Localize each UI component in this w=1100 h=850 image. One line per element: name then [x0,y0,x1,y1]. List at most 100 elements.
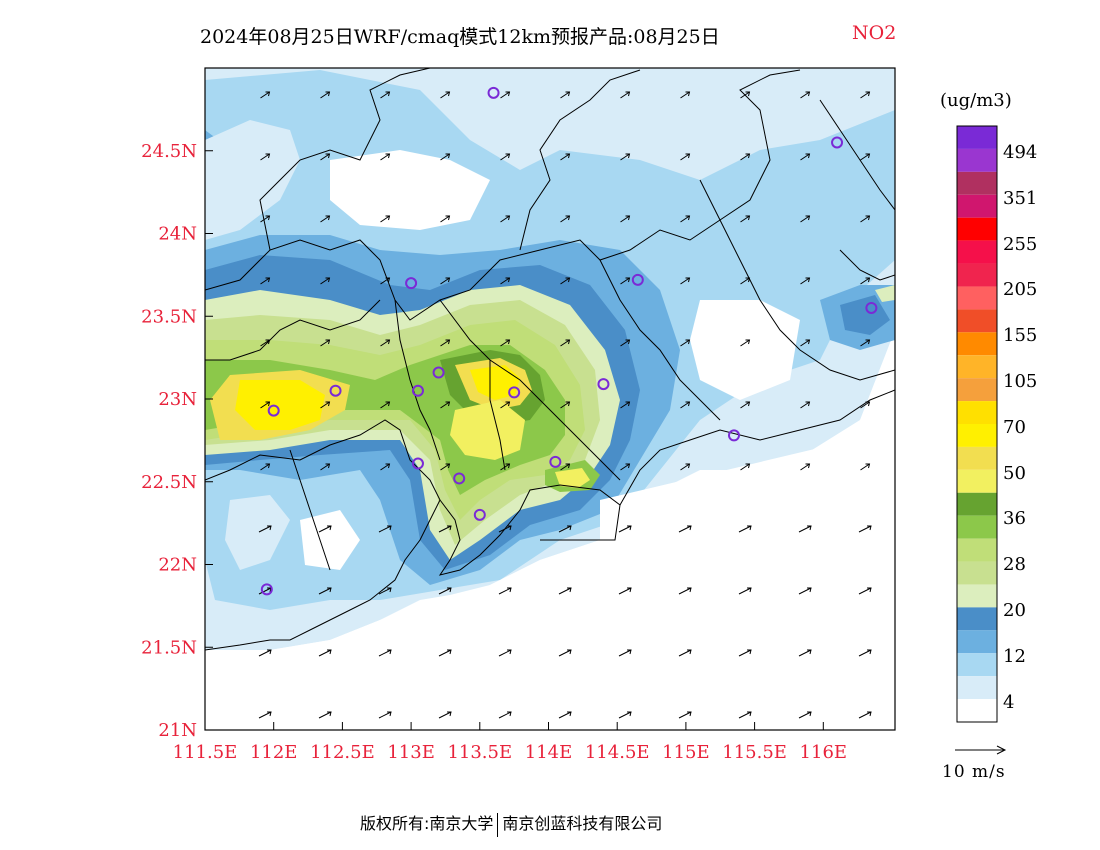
legend-label: 12 [1003,645,1026,667]
station-marker [405,277,418,290]
wind-arrow [558,649,572,657]
wind-arrow [618,711,632,719]
lon-tick-label: 112.5E [310,742,375,763]
wind-arrow [440,215,451,223]
wind-reference-label: 10 m/s [942,762,1006,782]
colorbar-swatch [957,492,997,516]
station-marker [329,384,342,397]
footer: 版权所有:南京大学 南京创蓝科技有限公司 [360,810,662,837]
colorbar-swatch [957,263,997,287]
lat-tick-label: 24.5N [141,141,197,162]
lat-tick-label: 22.5N [141,472,197,493]
wind-arrow [378,711,392,719]
wind-arrow [800,215,811,223]
wind-arrow [440,91,451,99]
latitude-axis: 24.5N 24N 23.5N 23N 22.5N 22N 21.5N 21N [141,141,213,741]
wind-arrow [500,463,511,471]
wind-arrow [380,463,391,471]
colorbar-swatch [957,194,997,218]
lon-tick-label: 114.5E [585,742,650,763]
wind-arrow [680,463,691,471]
station-marker [865,301,878,314]
station-marker [727,429,740,442]
wind-arrow [740,215,751,223]
wind-arrow [560,463,571,471]
station-marker [549,455,562,468]
colorbar-swatch [957,515,997,539]
colorbar-swatch [957,355,997,379]
colorbar-swatch [957,699,997,722]
wind-arrow [318,525,332,533]
wind-arrow [438,649,452,657]
wind-arrow [320,91,331,99]
wind-arrow [620,401,631,409]
colorbar-swatch [957,446,997,470]
wind-arrow [500,401,511,409]
wind-arrow [380,215,391,223]
wind-arrow [380,91,391,99]
colorbar-swatch [957,126,997,149]
legend-label: 155 [1003,325,1038,347]
wind-arrow [318,587,332,595]
wind-arrow [260,277,271,285]
colorbar-swatch [957,332,997,356]
colorbar-swatch [957,286,997,310]
wind-arrow [260,463,271,471]
wind-arrow [800,401,811,409]
wind-arrow [858,587,872,595]
lon-tick-label: 113E [387,742,435,763]
wind-arrow [740,339,751,347]
map-title: 2024年08月25日WRF/cmaq模式12km预报产品:08月25日 [200,26,720,48]
company-text: 南京创蓝科技有限公司 [502,814,663,833]
wind-arrow [380,339,391,347]
pollutant-label: NO2 [852,22,897,44]
wind-arrow [800,463,811,471]
wind-arrow [618,649,632,657]
wind-arrow [858,525,872,533]
station-marker [487,86,500,99]
wind-arrow [738,711,752,719]
wind-arrow [860,153,871,161]
lat-tick-label: 22N [158,555,197,576]
wind-arrow [798,649,812,657]
wind-arrow [380,277,391,285]
colorbar-swatch [957,676,997,700]
wind-vectors [258,91,872,719]
station-marker [473,508,486,521]
wind-arrow [320,339,331,347]
legend-label: 255 [1003,233,1038,255]
colorbar-swatch [957,630,997,654]
colorbar-swatch [957,607,997,631]
colorbar-swatch [957,148,997,172]
wind-arrow [318,649,332,657]
wind-arrow [860,339,871,347]
wind-arrow [260,215,271,223]
colorbar-swatch [957,171,997,195]
wind-arrow [738,525,752,533]
colorbar-swatch [957,401,997,424]
wind-arrow [738,587,752,595]
wind-arrow [680,277,691,285]
wind-reference-arrow [955,745,1007,755]
wind-arrow [858,711,872,719]
wind-arrow [500,215,511,223]
wind-arrow [680,153,691,161]
wind-arrow [440,463,451,471]
wind-arrow [740,401,751,409]
colorbar-frame [956,125,998,723]
wind-arrow [680,401,691,409]
wind-arrow [320,153,331,161]
colorbar-swatch [957,240,997,264]
wind-arrow [440,401,451,409]
legend-unit: (ug/m3) [940,90,1012,111]
lat-tick-label: 21N [158,720,197,741]
legend-label: 4 [1003,691,1015,713]
wind-arrow [258,525,272,533]
station-marker [508,386,521,399]
footer-separator [497,812,499,837]
wind-arrow [498,649,512,657]
wind-arrow [798,525,812,533]
wind-arrow [860,215,871,223]
copyright-text: 版权所有:南京大学 [360,814,494,833]
colorbar-swatch [957,309,997,333]
